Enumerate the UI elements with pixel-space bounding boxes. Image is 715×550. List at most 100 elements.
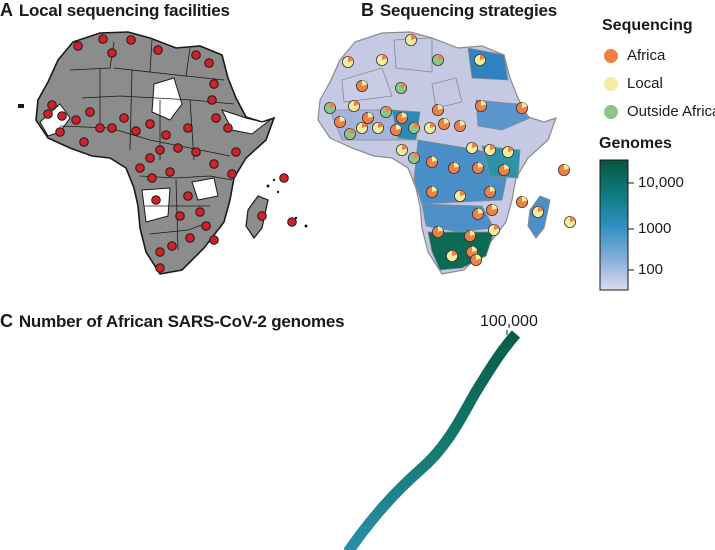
strategy-pie-slice [444,118,450,124]
strategy-pie-slice [354,100,360,106]
strategy-pie-slice [452,250,458,256]
facility-marker [209,235,219,245]
panel-c-letter: C [0,311,13,331]
facility-marker [195,207,205,217]
facility-marker [95,123,105,133]
strategy-pie-slice [490,144,496,150]
strategy-pie-slice [522,196,528,202]
genomes-legend-title: Genomes [599,135,672,152]
facility-marker [161,130,171,140]
strategy-pie-slice [378,122,384,128]
strategy-pie-slice [396,124,402,130]
strategy-pie-slice [492,204,498,210]
facility-marker [185,233,195,243]
strategy-pie-slice [411,34,417,40]
strategy-pie-slice [476,254,482,260]
facility-marker [175,211,185,221]
strategy-pie-slice [414,152,420,158]
facility-marker [145,119,155,129]
legend-label-africa: Africa [627,47,666,64]
facility-marker [227,169,237,179]
genome-count-line [343,330,521,550]
legend-item-outside-africa: Outside Africa [604,103,715,120]
strategy-pie-slice [362,122,368,128]
facility-marker [47,100,57,110]
strategy-pie-slice [402,144,408,150]
facility-marker [223,123,233,133]
facility-markers [43,34,297,273]
panel-a-heading: Local sequencing facilities [18,1,230,20]
facility-marker [126,35,136,45]
facility-marker [119,113,129,123]
strategy-pie-slice [564,164,570,170]
facility-marker [211,113,221,123]
facility-marker [231,147,241,157]
strategy-pie-slice [330,102,336,108]
panel-c-heading: Number of African SARS-CoV-2 genomes [18,312,345,331]
panel-a-title: A Local sequencing facilities [0,0,230,21]
strategy-pie-slice [350,128,356,134]
outside-africa-swatch [604,104,618,119]
strategy-pie-slice [494,224,500,230]
genomes-tick-10000: 10,000 [638,174,684,191]
local-swatch [604,76,618,91]
strategy-pie-slice [414,122,420,128]
strategy-pie-slice [478,162,484,168]
strategy-pie-slice [460,120,466,126]
strategy-pie-slice [402,112,408,118]
facility-marker [287,217,297,227]
strategy-pie-slice [438,54,444,60]
facility-marker [204,58,214,68]
facility-marker [55,127,65,137]
strategy-pie-slice [478,208,484,214]
panel-a-letter: A [0,0,13,20]
facility-marker [107,48,117,58]
legend-label-outside-africa: Outside Africa [627,103,715,120]
facility-marker [257,211,267,221]
strategy-pie-slice [432,186,438,192]
facility-marker [85,107,95,117]
facility-marker [183,191,193,201]
strategy-pie-slice [522,102,528,108]
panel-b-title: B Sequencing strategies [361,0,557,21]
facility-marker [279,173,289,183]
facility-marker [131,126,141,136]
facility-marker [135,163,145,173]
sequencing-legend-title: Sequencing [602,17,693,34]
facility-marker [173,143,183,153]
strategy-pie-slice [438,226,444,232]
facility-marker [155,145,165,155]
facility-marker [155,247,165,257]
genomes-tick-1000: 1000 [638,220,672,237]
panel-b-heading: Sequencing strategies [379,1,558,20]
facility-marker [43,109,53,119]
strategy-pie-slice [362,80,368,86]
genome-count-end-label: 100,000 [480,313,538,330]
facility-marker [153,45,163,55]
facility-marker [155,263,165,273]
strategy-pie-slice [386,106,392,112]
panel-b-letter: B [361,0,374,20]
facility-marker [57,111,67,121]
strategy-pie-slice [454,162,460,168]
legend-item-local: Local [604,75,663,92]
facility-marker [191,50,201,60]
facility-marker [145,153,155,163]
strategy-pies [323,34,577,266]
strategy-pie-slice [340,116,346,122]
legend-item-africa: Africa [604,47,665,64]
legend-label-local: Local [627,75,663,92]
facility-marker [201,221,211,231]
strategy-pie-slice [472,142,478,148]
strategy-pie-slice [430,122,436,128]
africa-swatch [604,48,618,63]
strategy-pie-slice [481,100,487,106]
strategy-pie-slice [490,186,496,192]
facility-marker [209,79,219,89]
facility-marker [207,95,217,105]
facility-marker [71,115,81,125]
strategy-pie-slice [570,216,576,222]
facility-marker [165,167,175,177]
facility-marker [183,123,193,133]
facility-marker [167,241,177,251]
